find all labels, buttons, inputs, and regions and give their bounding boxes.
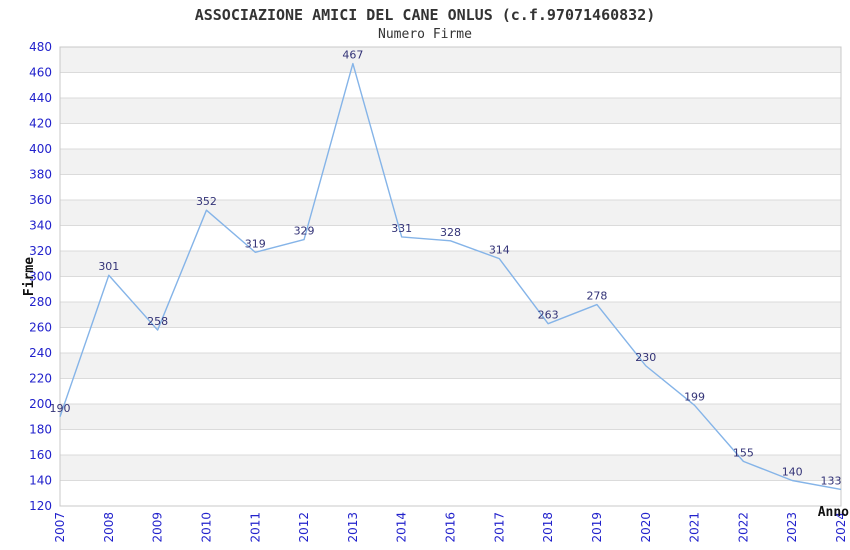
data-point-label: 230	[635, 351, 656, 364]
plot-band	[60, 455, 841, 481]
plot-band	[60, 98, 841, 124]
data-point-label: 331	[391, 222, 412, 235]
plot-band	[60, 47, 841, 73]
x-axis-tick-label: 2014	[395, 512, 409, 543]
plot-band	[60, 251, 841, 277]
data-point-label: 190	[50, 402, 71, 415]
data-point-label: 314	[489, 244, 510, 257]
x-axis-tick-label: 2016	[444, 512, 458, 543]
plot-band	[60, 302, 841, 328]
y-axis-title: Firme	[22, 257, 37, 296]
y-axis-tick-label: 280	[29, 295, 52, 309]
plot-band	[60, 353, 841, 379]
y-axis-tick-label: 260	[29, 321, 52, 335]
y-axis-tick-label: 160	[29, 448, 52, 462]
plot-band	[60, 404, 841, 430]
data-point-label: 278	[586, 290, 607, 303]
x-axis-tick-label: 2013	[346, 512, 360, 543]
y-axis-tick-label: 140	[29, 474, 52, 488]
data-point-label: 133	[821, 474, 842, 487]
plot-border	[59, 46, 842, 507]
chart-subtitle: Numero Firme	[378, 27, 472, 42]
x-axis-tick-label: 2024	[834, 512, 848, 543]
plot-band	[60, 200, 841, 226]
x-axis-tick-label: 2012	[297, 512, 311, 543]
data-point-label: 301	[98, 260, 119, 273]
data-point-label: 155	[733, 446, 754, 459]
data-point-label: 199	[684, 390, 705, 403]
y-axis-tick-label: 300	[29, 270, 52, 284]
data-point-label: 467	[342, 49, 363, 62]
y-axis-tick-label: 220	[29, 372, 52, 386]
x-axis-tick-label: 2020	[639, 512, 653, 543]
chart-title: ASSOCIAZIONE AMICI DEL CANE ONLUS (c.f.9…	[194, 6, 656, 24]
x-axis-tick-label: 2008	[102, 512, 116, 543]
y-axis-tick-label: 240	[29, 346, 52, 360]
x-axis-tick-label: 2007	[53, 512, 67, 543]
x-axis-tick-label: 2010	[199, 512, 213, 543]
y-axis-tick-label: 480	[29, 40, 52, 54]
x-axis-tick-label: 2023	[785, 512, 799, 543]
x-axis-tick-label: 2021	[688, 512, 702, 543]
x-axis-tick-label: 2019	[590, 512, 604, 543]
data-point-label: 258	[147, 315, 168, 328]
data-point-label: 352	[196, 195, 217, 208]
y-axis-tick-label: 380	[29, 168, 52, 182]
y-axis-tick-label: 340	[29, 219, 52, 233]
data-point-label: 140	[782, 466, 803, 479]
x-axis-tick-label: 2022	[736, 512, 750, 543]
x-axis-tick-label: 2018	[541, 512, 555, 543]
y-axis-tick-label: 180	[29, 423, 52, 437]
x-axis-tick-label: 2009	[151, 512, 165, 543]
x-axis-tick-label: 2011	[248, 512, 262, 543]
data-point-label: 328	[440, 226, 461, 239]
y-axis-tick-label: 360	[29, 193, 52, 207]
plot-band	[60, 149, 841, 175]
data-point-label: 319	[245, 237, 266, 250]
y-axis-tick-label: 120	[29, 499, 52, 513]
y-axis-tick-label: 400	[29, 142, 52, 156]
x-axis-title: Anno	[818, 505, 849, 520]
y-axis-tick-label: 460	[29, 66, 52, 80]
data-point-label: 263	[538, 309, 559, 322]
data-point-label: 329	[294, 225, 315, 238]
x-axis-tick-label: 2017	[492, 512, 506, 543]
y-axis-tick-label: 440	[29, 91, 52, 105]
y-axis-tick-label: 420	[29, 117, 52, 131]
data-line	[59, 62, 842, 491]
y-axis-tick-label: 200	[29, 397, 52, 411]
y-axis-tick-label: 320	[29, 244, 52, 258]
